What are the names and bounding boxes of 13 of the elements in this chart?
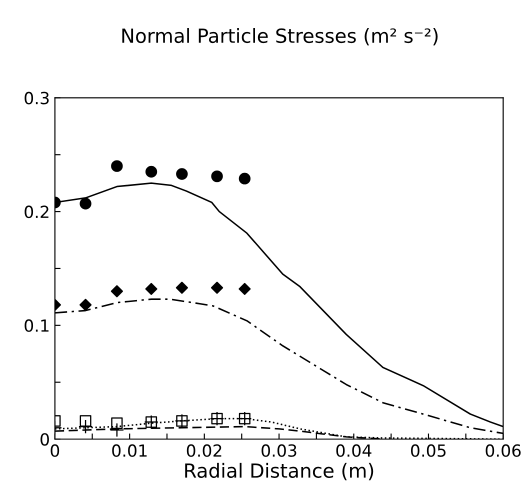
- y-tick-label: 0.2: [24, 206, 48, 218]
- x-tick-label: 0: [50, 444, 60, 457]
- chart-title: Normal Particle Stresses (m² s⁻²): [122, 28, 438, 46]
- y-tick-label: 0.3: [24, 92, 49, 104]
- x-tick-label: 0.04: [336, 444, 372, 457]
- x-tick-label: 0.02: [186, 444, 222, 457]
- y-tick-label: 0: [40, 433, 49, 446]
- x-tick-label: 0.03: [262, 444, 296, 457]
- x-tick-label: 0.05: [411, 444, 446, 457]
- x-tick-label: 0.06: [486, 444, 521, 457]
- x-axis-title: Radial Distance (m): [185, 462, 374, 480]
- x-tick-label: 0.01: [112, 444, 147, 457]
- y-tick-label: 0.1: [24, 319, 49, 332]
